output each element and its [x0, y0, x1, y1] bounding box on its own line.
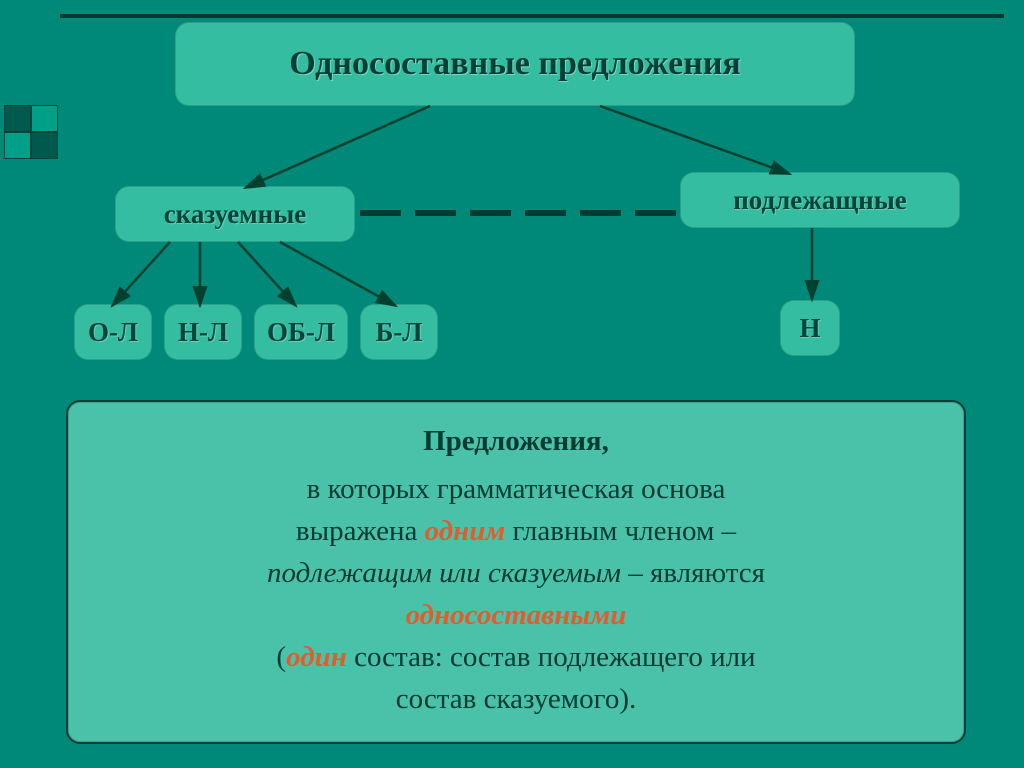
top-rule — [60, 14, 1004, 18]
leaf-obl-label: ОБ-Л — [267, 317, 335, 348]
branch-right-label: подлежащные — [733, 185, 907, 216]
desc-heading: Предложения, — [423, 420, 609, 462]
desc-line3: подлежащим или сказуемым – являются — [267, 552, 765, 594]
leaf-n-label: Н — [799, 313, 820, 344]
desc-line4: односоставными — [406, 594, 627, 636]
leaf-bl-label: Б-Л — [376, 317, 423, 348]
desc-line2: выражена одним главным членом – — [296, 510, 736, 552]
title-box: Односоставные предложения — [175, 22, 855, 106]
branch-right: подлежащные — [680, 172, 960, 228]
leaf-nl: Н-Л — [164, 304, 242, 360]
leaf-n: Н — [780, 300, 840, 356]
desc-line5: (один состав: состав подлежащего или — [276, 636, 755, 678]
desc-line6: состав сказуемого). — [396, 678, 636, 720]
dash-separator — [360, 210, 676, 216]
description-box: Предложения, в которых грамматическая ос… — [66, 400, 966, 744]
branch-left: сказуемные — [115, 186, 355, 242]
branch-left-label: сказуемные — [164, 199, 307, 230]
leaf-ol: О-Л — [74, 304, 152, 360]
leaf-nl-label: Н-Л — [178, 317, 228, 348]
leaf-obl: ОБ-Л — [254, 304, 348, 360]
leaf-bl: Б-Л — [360, 304, 438, 360]
leaf-ol-label: О-Л — [88, 317, 138, 348]
corner-decoration — [4, 105, 58, 159]
desc-line1: в которых грамматическая основа — [307, 468, 726, 510]
title-text: Односоставные предложения — [289, 45, 741, 83]
